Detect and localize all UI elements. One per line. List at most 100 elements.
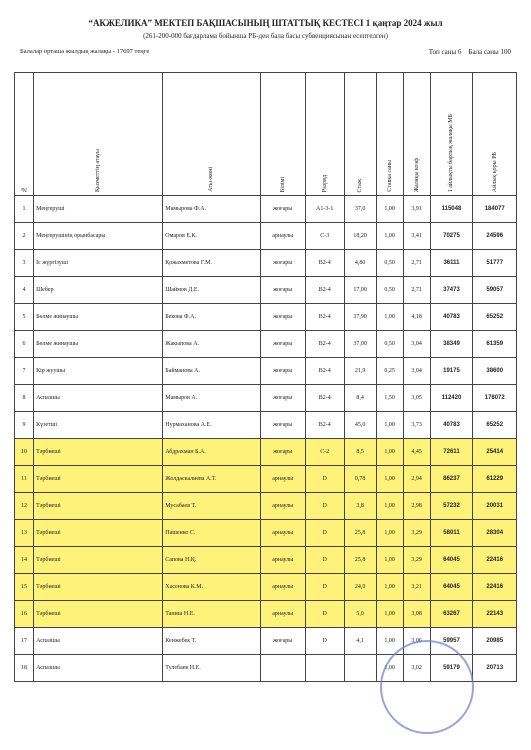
- column-header-text: Жалақы коэф: [413, 157, 420, 192]
- document-subtitle: (261-200-000 бағдарлама бойынша РБ-ден б…: [143, 32, 388, 40]
- table-row: 10 Тәрбиеші Абдрахман Б.А. жоғары С-2 8,5 1,00…: [13, 438, 517, 466]
- table-cell: В2-4: [304, 303, 345, 331]
- table-cell: 1,00: [375, 573, 404, 601]
- table-cell: 1,00: [375, 411, 404, 439]
- table-cell: 1,00: [375, 546, 404, 574]
- table-cell: жоғары: [259, 249, 306, 277]
- table-cell: жоғары: [259, 330, 306, 358]
- table-cell: 28304: [472, 519, 517, 547]
- table-cell: 8,4: [343, 384, 377, 412]
- table-cell: 65252: [472, 303, 517, 331]
- table-cell: 20713: [472, 654, 517, 682]
- table-cell: Кір жуушы: [33, 357, 164, 385]
- table-cell: 4,18: [402, 303, 431, 331]
- table-cell: арнаулы: [259, 573, 306, 601]
- table-body: 1 Меңгеруші Мамырова Ф.А. жоғары А1-3-1 37,0 1…: [13, 195, 517, 682]
- table-cell: 4,80: [343, 249, 377, 277]
- table-cell: 25,8: [343, 519, 377, 547]
- column-header: Разряд: [304, 72, 345, 196]
- table-cell: D: [304, 573, 345, 601]
- table-cell: 2,71: [402, 249, 431, 277]
- table-cell: 17: [13, 627, 35, 655]
- table-cell: Тулебаев Н.Е.: [162, 654, 261, 682]
- table-cell: жоғары: [259, 357, 306, 385]
- table-cell: 22416: [472, 546, 517, 574]
- table-cell: 115048: [429, 195, 474, 223]
- table-cell: 37,00: [343, 330, 377, 358]
- table-cell: 2,98: [402, 492, 431, 520]
- table-row: 7 Кір жуушы Байманова А. жоғары В2-4 21,9 0,25…: [13, 357, 517, 385]
- table-cell: 13: [13, 519, 35, 547]
- column-header: Ставка саны: [375, 72, 404, 196]
- table-cell: С-2: [304, 438, 345, 466]
- table-cell: Аспазшы: [33, 384, 164, 412]
- column-header-text: Қызметтің атауы: [95, 149, 102, 192]
- table-cell: жоғары: [259, 303, 306, 331]
- table-cell: В2-4: [304, 249, 345, 277]
- table-cell: 58011: [429, 519, 474, 547]
- table-cell: D: [304, 465, 345, 493]
- column-header-text: Ставка саны: [386, 160, 393, 192]
- table-cell: 10: [13, 438, 35, 466]
- table-cell: арнаулы: [259, 222, 306, 250]
- table-cell: Тәрбиеші: [33, 438, 164, 466]
- table-cell: 1,00: [375, 438, 404, 466]
- table-cell: 5: [13, 303, 35, 331]
- table-cell: 4: [13, 276, 35, 304]
- header-row: № Қызметтің атауы Аты-жөні Білімі Разряд Стаж…: [13, 72, 517, 196]
- column-header-text: №: [21, 186, 28, 192]
- table-cell: 61229: [472, 465, 517, 493]
- column-header: Қызметтің атауы: [33, 72, 164, 196]
- table-cell: 40783: [429, 303, 474, 331]
- table-cell: 1,50: [375, 384, 404, 412]
- table-cell: 64045: [429, 546, 474, 574]
- column-header-text: Аты-жөні: [208, 167, 215, 192]
- table-cell: 38600: [472, 357, 517, 385]
- table-cell: 3,08: [402, 600, 431, 628]
- table-cell: 16: [13, 600, 35, 628]
- table-cell: 1,00: [375, 222, 404, 250]
- child-count: Бала саны 100: [468, 48, 511, 56]
- table-cell: 3,91: [402, 195, 431, 223]
- column-header-text: Стаж: [357, 178, 364, 192]
- column-header-text: Білімі: [279, 176, 286, 192]
- table-cell: 57232: [429, 492, 474, 520]
- table-cell: 0,25: [375, 357, 404, 385]
- table-cell: 1,00: [375, 492, 404, 520]
- table-cell: 1,00: [375, 600, 404, 628]
- column-header: №: [13, 72, 35, 196]
- table-cell: 0,78: [343, 465, 377, 493]
- table-cell: 1,00: [375, 195, 404, 223]
- table-cell: D: [304, 627, 345, 655]
- table-cell: Іс жүргізуші: [33, 249, 164, 277]
- table-cell: Бөлме жинаушы: [33, 303, 164, 331]
- table-cell: жоғары: [259, 627, 306, 655]
- table-cell: Бөлме жинаушы: [33, 330, 164, 358]
- table-cell: 1,00: [375, 519, 404, 547]
- table-cell: 72611: [429, 438, 474, 466]
- table-cell: Тәрбиеші: [33, 600, 164, 628]
- table-row: 13 Тәрбиеші Пашенко С. арнаулы D 25,8 1,00 3,29…: [13, 519, 517, 547]
- table-cell: Аспазшы: [33, 654, 164, 682]
- table-cell: арнаулы: [259, 519, 306, 547]
- table-cell: 3,41: [402, 222, 431, 250]
- table-cell: 70275: [429, 222, 474, 250]
- table-cell: В2-4: [304, 357, 345, 385]
- table-cell: 0,50: [375, 249, 404, 277]
- table-row: 11 Тәрбиеші Жолдаскалиева А.Т. арнаулы D 0,78…: [13, 465, 517, 493]
- table-cell: 12: [13, 492, 35, 520]
- table-cell: Омаров Е.К.: [162, 222, 261, 250]
- table-cell: 112420: [429, 384, 474, 412]
- table-cell: 7: [13, 357, 35, 385]
- table-cell: 178072: [472, 384, 517, 412]
- table-row: 3 Іс жүргізуші Қожахметова Г.М. жоғары В2-4 4…: [13, 249, 517, 277]
- note: Балалар орташа жылдық жалақы - 17697 тең…: [20, 48, 150, 55]
- table-cell: 3: [13, 249, 35, 277]
- table-cell: [304, 654, 345, 682]
- table-row: 9 Күзетші Нурмаханова А.Е. жоғары В2-4 45,0 1,…: [13, 411, 517, 439]
- table-cell: 3,73: [402, 411, 431, 439]
- table-cell: Меңгерушінің орынбасары: [33, 222, 164, 250]
- table-cell: В2-4: [304, 384, 345, 412]
- table-row: 12 Тәрбиеші Мусабаев Т. арнаулы D 3,8 1,00 2,98…: [13, 492, 517, 520]
